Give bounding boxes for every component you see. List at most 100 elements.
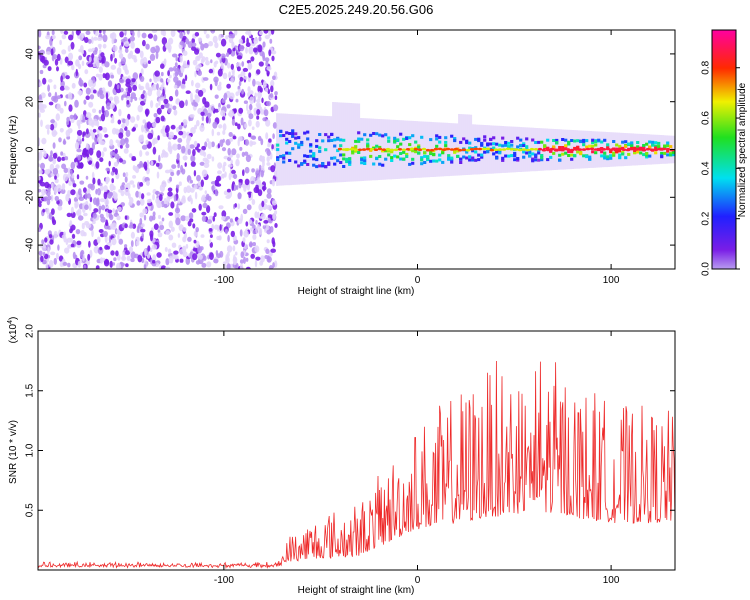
spectrogram-noise-cell bbox=[274, 95, 278, 100]
spectrogram-noise-cell bbox=[202, 202, 208, 209]
spectrogram-signal-cell bbox=[591, 144, 595, 148]
spectrogram-noise-cell bbox=[130, 116, 136, 123]
spectrogram-signal-cell bbox=[564, 144, 568, 148]
spectrogram-noise-cell bbox=[96, 150, 102, 159]
spectrogram-noise-cell bbox=[143, 214, 147, 221]
spectrogram-noise-cell bbox=[50, 119, 55, 124]
spectrogram-noise-cell bbox=[114, 57, 118, 64]
spectrogram-noise-cell bbox=[147, 60, 151, 64]
spectrogram-noise-cell bbox=[246, 204, 252, 211]
spectrogram-noise-cell bbox=[91, 133, 95, 140]
spectrogram-noise-cell bbox=[46, 128, 50, 135]
spectrogram-noise-cell bbox=[49, 239, 54, 245]
spectrogram-noise-cell bbox=[265, 119, 271, 127]
spectrogram-noise-cell bbox=[113, 95, 119, 102]
spectrogram-noise-cell bbox=[157, 135, 160, 141]
spectrogram-noise-cell bbox=[101, 56, 104, 64]
spectrogram-signal-cell bbox=[492, 146, 496, 150]
spectrogram-noise-cell bbox=[179, 55, 183, 63]
spectrogram-noise-cell bbox=[257, 211, 260, 219]
spectrogram-noise-cell bbox=[132, 126, 136, 131]
snr-scale-suffix: ) bbox=[8, 317, 19, 320]
spectrogram-noise-cell bbox=[79, 180, 85, 185]
spectrogram-noise-cell bbox=[99, 198, 105, 203]
spectrogram-noise-cell bbox=[248, 62, 252, 69]
spectrogram-noise-cell bbox=[117, 119, 122, 125]
spectrogram-noise-cell bbox=[176, 170, 180, 176]
spectrogram-noise-cell bbox=[215, 250, 219, 256]
spectrogram-noise-cell bbox=[96, 236, 101, 244]
spectrogram-noise-cell bbox=[229, 218, 233, 223]
spectrogram-signal-cell bbox=[618, 153, 622, 157]
spectrogram-ridge-cell bbox=[453, 147, 459, 151]
spectrogram-noise-cell bbox=[123, 148, 129, 154]
spectrogram-noise-cell bbox=[170, 171, 175, 177]
spectrogram-noise-cell bbox=[59, 57, 63, 65]
spectrogram-halo-cell bbox=[468, 114, 471, 175]
spectrogram-signal-cell bbox=[285, 131, 289, 135]
spectrogram-noise-cell bbox=[39, 69, 44, 75]
spectrogram-signal-cell bbox=[312, 152, 316, 156]
spectrogram-ridge-cell bbox=[581, 148, 587, 151]
spectrogram-signal-cell bbox=[525, 145, 529, 149]
spectrogram-noise-cell bbox=[98, 66, 103, 73]
spectrogram-noise-cell bbox=[222, 130, 226, 135]
spectrogram-noise-cell bbox=[213, 61, 217, 68]
spectrogram-signal-cell bbox=[510, 143, 514, 147]
spectrogram-signal-cell bbox=[549, 155, 553, 159]
spectrogram-signal-cell bbox=[663, 144, 667, 148]
spectrogram-noise-cell bbox=[92, 177, 96, 185]
spectrogram-noise-cell bbox=[258, 164, 262, 172]
spectrogram-noise-cell bbox=[252, 230, 256, 235]
spectrogram-signal-cell bbox=[342, 138, 346, 142]
spectrogram-ridge-cell bbox=[565, 148, 571, 151]
spectrogram-noise-cell bbox=[42, 77, 47, 85]
spectrogram-noise-cell bbox=[153, 223, 159, 230]
spectrogram-noise-cell bbox=[250, 253, 255, 259]
spectrogram-noise-cell bbox=[139, 198, 145, 206]
spectrogram-noise-cell bbox=[45, 124, 51, 130]
spectrogram-signal-cell bbox=[318, 133, 322, 136]
spectrogram-signal-cell bbox=[618, 149, 622, 153]
spectrogram-signal-cell bbox=[372, 132, 376, 135]
spectrogram-signal-cell bbox=[477, 153, 481, 157]
spectrogram-signal-cell bbox=[474, 150, 478, 154]
spectrogram-noise-cell bbox=[209, 241, 213, 248]
spectrogram-signal-cell bbox=[522, 144, 526, 147]
spectrogram-noise-cell bbox=[50, 150, 53, 157]
spectrogram-halo-cell bbox=[314, 115, 317, 184]
spectrogram-signal-cell bbox=[660, 155, 664, 159]
spectrogram-noise-cell bbox=[199, 124, 205, 132]
spectrogram-noise-cell bbox=[45, 34, 51, 40]
spectrogram-noise-cell bbox=[95, 265, 100, 269]
spectrogram-ridge-cell bbox=[341, 148, 347, 151]
spectrogram-noise-cell bbox=[267, 188, 272, 195]
spectrogram-noise-cell bbox=[38, 227, 42, 232]
spectrogram-noise-cell bbox=[162, 132, 168, 137]
spectrogram-ridge-cell bbox=[377, 147, 383, 151]
spectrogram-noise-cell bbox=[175, 184, 180, 189]
spectrogram-noise-cell bbox=[125, 78, 131, 84]
spectrogram-noise-cell bbox=[238, 38, 243, 44]
spectrogram-signal-cell bbox=[576, 139, 580, 143]
spectrogram-signal-cell bbox=[393, 154, 397, 158]
spectrogram-noise-cell bbox=[93, 30, 96, 35]
spectrogram-signal-cell bbox=[546, 158, 550, 162]
spectrogram-noise-cell bbox=[206, 261, 212, 268]
spectrogram-noise-cell bbox=[131, 55, 137, 60]
spectrogram-signal-cell bbox=[510, 154, 514, 158]
spectrogram-noise-cell bbox=[205, 193, 210, 200]
spectrogram-signal-cell bbox=[315, 158, 319, 162]
spectrogram-signal-cell bbox=[513, 154, 517, 158]
spectrogram-noise-cell bbox=[75, 161, 78, 166]
spectrogram-ridge-cell bbox=[393, 148, 399, 152]
spectrogram-noise-cell bbox=[160, 128, 165, 134]
spectrogram-ridge-cell bbox=[609, 148, 615, 151]
spectrogram-noise-cell bbox=[157, 199, 161, 205]
spectrogram-noise-cell bbox=[271, 237, 275, 245]
spectrogram-noise-cell bbox=[47, 84, 50, 92]
spectrogram-signal-cell bbox=[642, 144, 646, 147]
spectrogram-ridge-cell bbox=[585, 147, 591, 151]
spectrogram-signal-cell bbox=[450, 160, 454, 164]
spectrogram-signal-cell bbox=[492, 142, 496, 146]
